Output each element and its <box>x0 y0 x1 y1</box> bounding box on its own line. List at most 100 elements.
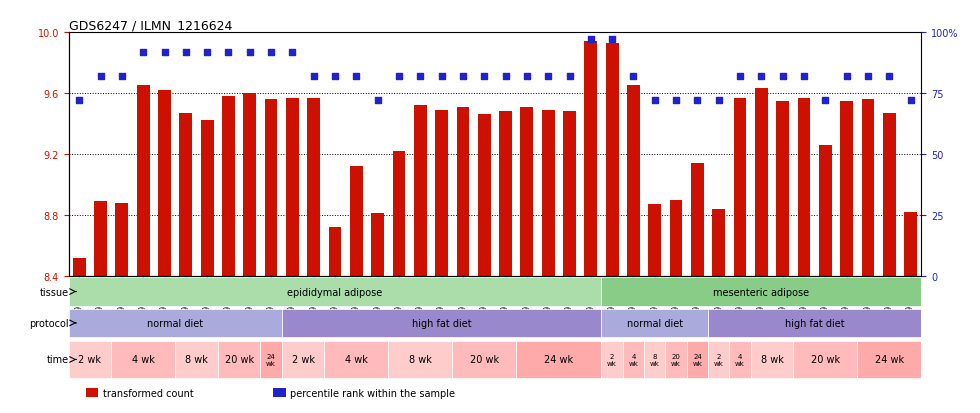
Point <box>264 49 279 56</box>
Text: 8 wk: 8 wk <box>409 355 432 365</box>
Point <box>732 74 748 80</box>
Bar <box>457 107 469 276</box>
Point <box>710 98 726 104</box>
Point <box>413 74 428 80</box>
FancyBboxPatch shape <box>858 341 921 378</box>
Text: protocol: protocol <box>29 318 69 328</box>
Point <box>114 74 129 80</box>
Point <box>817 98 833 104</box>
Point <box>881 74 897 80</box>
Text: 24 wk: 24 wk <box>875 355 904 365</box>
Text: tissue: tissue <box>39 287 69 297</box>
Text: 24
wk: 24 wk <box>267 353 276 366</box>
Text: percentile rank within the sample: percentile rank within the sample <box>290 387 456 398</box>
Point <box>839 74 855 80</box>
FancyBboxPatch shape <box>623 341 644 378</box>
Text: 4 wk: 4 wk <box>131 355 155 365</box>
Bar <box>564 112 576 276</box>
Bar <box>201 121 214 276</box>
Point <box>498 74 514 80</box>
Text: 2 wk: 2 wk <box>78 355 101 365</box>
FancyBboxPatch shape <box>175 341 218 378</box>
Text: 4
wk: 4 wk <box>628 353 638 366</box>
Bar <box>840 102 853 276</box>
Bar <box>286 98 299 276</box>
Point <box>327 74 343 80</box>
Bar <box>435 111 448 276</box>
Bar <box>755 89 767 276</box>
Point <box>284 49 300 56</box>
Text: 20 wk: 20 wk <box>810 355 840 365</box>
Bar <box>265 100 277 276</box>
Text: epididymal adipose: epididymal adipose <box>287 287 382 297</box>
FancyBboxPatch shape <box>708 341 729 378</box>
Point <box>157 49 172 56</box>
FancyBboxPatch shape <box>261 341 282 378</box>
FancyBboxPatch shape <box>729 341 751 378</box>
FancyBboxPatch shape <box>69 341 112 378</box>
Bar <box>179 114 192 276</box>
Text: 2 wk: 2 wk <box>292 355 315 365</box>
Point <box>647 98 662 104</box>
Point <box>369 98 385 104</box>
FancyBboxPatch shape <box>282 309 602 337</box>
Text: 8 wk: 8 wk <box>185 355 208 365</box>
FancyBboxPatch shape <box>687 341 708 378</box>
Bar <box>273 388 286 397</box>
Point <box>135 49 151 56</box>
Text: 2
wk: 2 wk <box>713 353 723 366</box>
Point <box>476 74 492 80</box>
Bar <box>243 94 256 276</box>
Bar <box>308 98 320 276</box>
FancyBboxPatch shape <box>452 341 516 378</box>
Point <box>562 74 577 80</box>
Text: time: time <box>46 355 69 365</box>
Bar <box>328 228 341 276</box>
Point <box>540 74 556 80</box>
Text: 8 wk: 8 wk <box>760 355 783 365</box>
Point <box>349 74 365 80</box>
Bar <box>627 86 640 276</box>
Point <box>178 49 194 56</box>
Bar <box>499 112 512 276</box>
Bar <box>776 102 789 276</box>
Point <box>519 74 535 80</box>
Point <box>199 49 215 56</box>
FancyBboxPatch shape <box>69 278 602 306</box>
Point <box>860 74 876 80</box>
FancyBboxPatch shape <box>665 341 687 378</box>
Bar <box>520 107 533 276</box>
FancyBboxPatch shape <box>516 341 602 378</box>
FancyBboxPatch shape <box>602 278 921 306</box>
Text: GDS6247 / ILMN_1216624: GDS6247 / ILMN_1216624 <box>69 19 232 32</box>
Point <box>72 98 87 104</box>
FancyBboxPatch shape <box>388 341 452 378</box>
Bar <box>712 209 725 276</box>
Bar <box>691 164 704 276</box>
Text: normal diet: normal diet <box>626 318 683 328</box>
Point <box>93 74 109 80</box>
FancyBboxPatch shape <box>282 341 324 378</box>
Bar <box>371 214 384 276</box>
Bar <box>158 91 171 276</box>
Text: 2
wk: 2 wk <box>608 353 617 366</box>
Bar <box>350 167 363 276</box>
Point <box>583 37 599 44</box>
Text: high fat diet: high fat diet <box>785 318 845 328</box>
Point <box>690 98 706 104</box>
Point <box>455 74 470 80</box>
Point <box>605 37 620 44</box>
Bar <box>669 200 682 276</box>
Text: 24
wk: 24 wk <box>693 353 703 366</box>
Text: high fat diet: high fat diet <box>412 318 471 328</box>
Point <box>625 74 641 80</box>
Bar <box>478 115 491 276</box>
Text: 20 wk: 20 wk <box>224 355 254 365</box>
Text: mesenteric adipose: mesenteric adipose <box>713 287 809 297</box>
Bar <box>883 114 896 276</box>
Point <box>391 74 407 80</box>
Bar <box>861 100 874 276</box>
FancyBboxPatch shape <box>794 341 858 378</box>
FancyBboxPatch shape <box>218 341 261 378</box>
Bar <box>116 203 128 276</box>
